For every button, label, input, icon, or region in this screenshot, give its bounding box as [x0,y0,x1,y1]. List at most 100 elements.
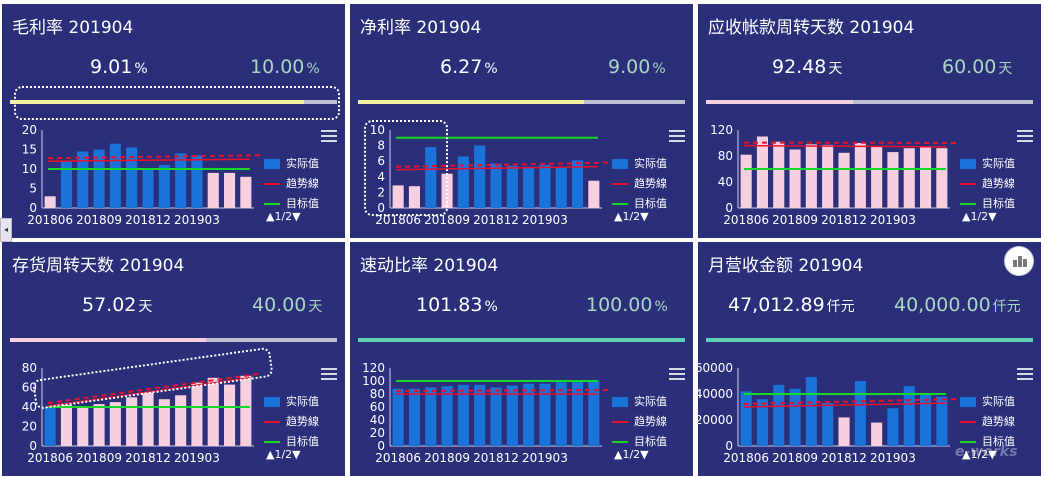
legend-pager[interactable]: ▲1/2▼ [266,210,301,223]
chart-bar[interactable] [142,169,154,208]
bar-chart-icon[interactable] [1004,246,1034,276]
chart-bar[interactable] [93,404,105,446]
legend-pager[interactable]: ▲1/2▼ [266,448,301,461]
legend-trend[interactable]: 趋势線 [264,174,319,194]
legend-actual[interactable]: 实际值 [612,154,667,174]
chart-bar[interactable] [93,149,105,209]
chart-bar[interactable] [887,152,899,208]
legend-actual[interactable]: 实际值 [960,154,1015,174]
chart-bar[interactable] [474,384,486,446]
chart-bar[interactable] [572,160,584,208]
legend-actual[interactable]: 实际值 [960,392,1015,412]
chart-bar[interactable] [903,148,915,208]
chart-bar[interactable] [490,163,502,209]
hamburger-icon[interactable] [1017,368,1033,380]
chart-bar[interactable] [191,382,203,446]
chart-bar[interactable] [805,377,817,446]
legend-pager[interactable]: ▲1/2▼ [962,210,997,223]
legend-trend[interactable]: 趋势線 [960,412,1015,432]
chart-bar[interactable] [920,394,932,446]
chart-bar[interactable] [77,151,89,209]
chart-bar[interactable] [871,422,883,446]
chart-bar[interactable] [539,165,551,208]
chart-bar[interactable] [887,408,899,446]
legend-target[interactable]: 目标值 [612,194,667,214]
panel-gross-margin[interactable]: 毛利率 201904 9.01% 10.00% 0 5 10 15 20 201806 20… [2,4,345,238]
chart-bar[interactable] [740,154,752,208]
chart-bar[interactable] [523,383,535,446]
chart-bar[interactable] [555,167,567,208]
chart-bar[interactable] [588,380,600,446]
chart-bar[interactable] [474,145,486,208]
chart-bar[interactable] [756,136,768,209]
chart-bar[interactable] [109,402,121,446]
chart-bar[interactable] [425,387,437,447]
chart-bar[interactable] [44,407,56,446]
chart-bar[interactable] [240,176,252,208]
chart-bar[interactable] [60,161,72,208]
panel-inventory-days[interactable]: 存货周转天数 201904 57.02 天 40.00 天 0 20 40 60 80 201… [2,242,345,476]
legend-target[interactable]: 目标值 [612,432,667,452]
chart-bar[interactable] [142,392,154,446]
chart-bar[interactable] [457,384,469,446]
panel-monthly-revenue[interactable]: 月营收金额 201904 47,012.89 仟元 40,000.00 仟元 0 20… [698,242,1041,476]
chart-bar[interactable] [523,166,535,208]
legend-actual[interactable]: 实际值 [264,154,319,174]
legend-target[interactable]: 目标值 [960,432,1015,452]
chart-bar[interactable] [838,417,850,446]
chart-bar[interactable] [490,387,502,447]
chart-bar[interactable] [175,153,187,208]
chart-bar[interactable] [773,141,785,208]
chart-bar[interactable] [506,165,518,208]
chart-bar[interactable] [572,381,584,446]
chart-bar[interactable] [854,143,866,208]
hamburger-icon[interactable] [669,130,685,142]
chart-bar[interactable] [854,381,866,446]
panel-quick-ratio[interactable]: 速动比率 201904 101.83% 100.00% 0 20 40 60 80 100… [350,242,693,476]
chart-bar[interactable] [588,180,600,208]
chart-bar[interactable] [936,148,948,208]
chart-bar[interactable] [392,185,404,208]
chart-bar[interactable] [441,386,453,446]
chart-bar[interactable] [126,397,138,447]
chart-bar[interactable] [756,399,768,446]
hamburger-icon[interactable] [669,368,685,380]
chart-bar[interactable] [109,143,121,208]
chart-bar[interactable] [207,377,219,447]
legend-trend[interactable]: 趋势線 [264,412,319,432]
chart-bar[interactable] [240,375,252,446]
hamburger-icon[interactable] [321,368,337,380]
chart-bar[interactable] [126,147,138,209]
chart-bar[interactable] [506,385,518,447]
chart-bar[interactable] [822,144,834,208]
chart-bar[interactable] [207,172,219,208]
chart-bar[interactable] [773,384,785,446]
chart-bar[interactable] [457,156,469,209]
chart-bar[interactable] [822,403,834,446]
chart-bar[interactable] [920,147,932,209]
chart-bar[interactable] [936,396,948,446]
legend-pager[interactable]: ▲1/2▼ [962,448,997,461]
legend-trend[interactable]: 趋势線 [612,174,667,194]
chart-bar[interactable] [392,388,404,446]
chart-bar[interactable] [44,196,56,208]
legend-pager[interactable]: ▲1/2▼ [614,448,649,461]
hamburger-icon[interactable] [321,130,337,142]
legend-target[interactable]: 目标值 [264,432,319,452]
legend-trend[interactable]: 趋势線 [612,412,667,432]
chart-bar[interactable] [539,383,551,446]
chart-bar[interactable] [425,147,437,208]
legend-actual[interactable]: 实际值 [612,392,667,412]
chart-bar[interactable] [740,391,752,446]
hamburger-icon[interactable] [1017,130,1033,142]
legend-target[interactable]: 目标值 [960,194,1015,214]
chart-bar[interactable] [408,388,420,446]
chart-bar[interactable] [191,155,203,208]
chart-bar[interactable] [789,388,801,446]
chart-bar[interactable] [175,395,187,446]
collapse-arrow-icon[interactable]: ◂ [0,218,12,242]
chart-bar[interactable] [903,386,915,446]
panel-net-margin[interactable]: 净利率 201904 6.27% 9.00% 0 2 4 6 8 10 201806 2018… [350,4,693,238]
chart-bar[interactable] [77,406,89,446]
chart-bar[interactable] [158,399,170,446]
